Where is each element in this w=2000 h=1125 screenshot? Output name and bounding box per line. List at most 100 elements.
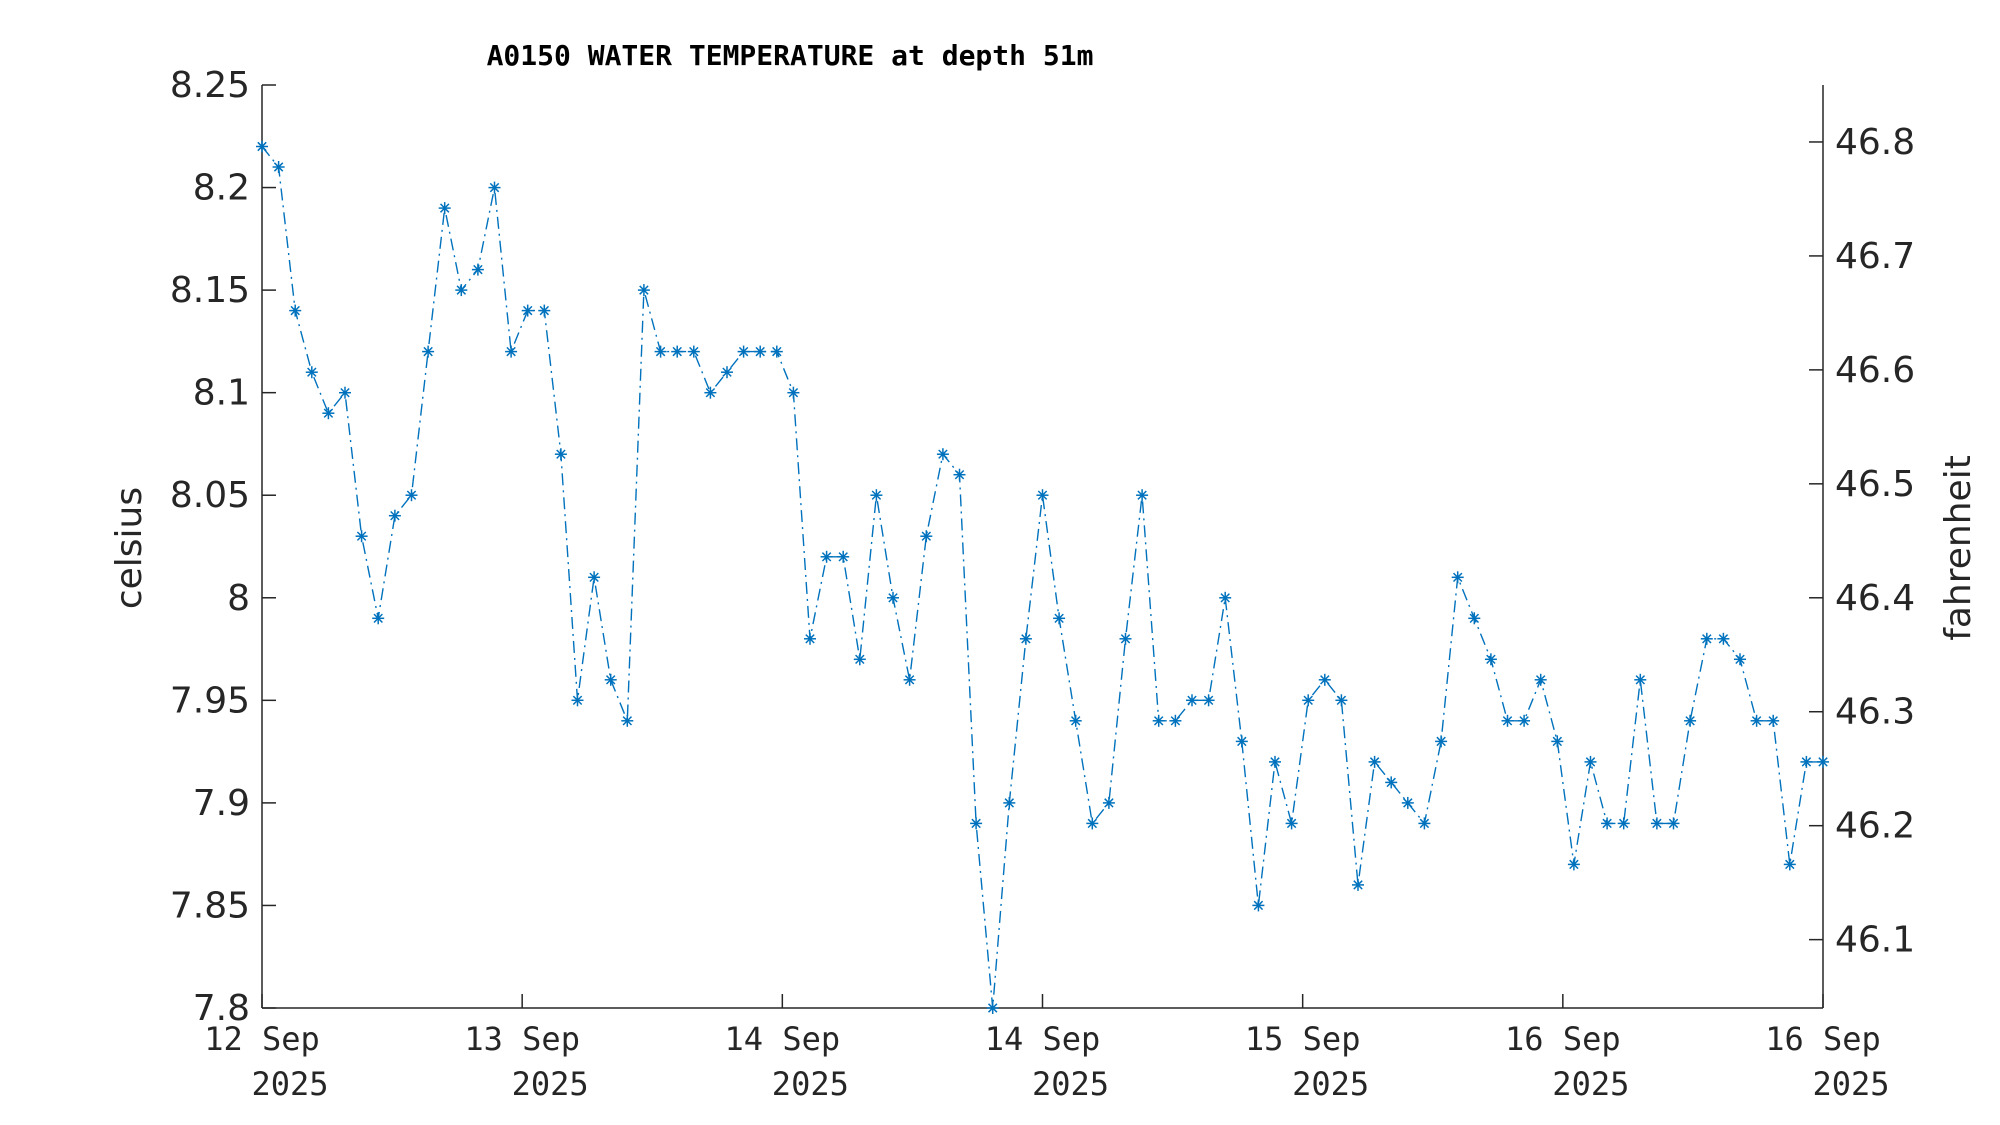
data-point bbox=[1667, 817, 1680, 830]
data-point bbox=[1634, 673, 1647, 686]
data-point bbox=[687, 345, 700, 358]
data-point bbox=[588, 571, 601, 584]
data-point bbox=[1401, 796, 1414, 809]
data-point bbox=[837, 550, 850, 563]
data-point bbox=[471, 263, 484, 276]
y-tick-label-left: 8 bbox=[227, 578, 250, 619]
data-point bbox=[1352, 878, 1364, 891]
y-tick-label-right: 46.3 bbox=[1835, 692, 1915, 733]
data-point bbox=[1783, 858, 1796, 871]
data-point bbox=[1418, 817, 1431, 830]
data-point bbox=[438, 202, 451, 215]
data-point bbox=[1202, 694, 1215, 707]
data-point bbox=[1684, 714, 1697, 727]
data-point bbox=[1119, 632, 1132, 645]
x-tick-label-day: 15 Sep bbox=[1245, 1020, 1361, 1058]
y-tick-label-left: 8.05 bbox=[170, 475, 250, 516]
x-tick-label-day: 14 Sep bbox=[985, 1020, 1101, 1058]
data-point bbox=[1501, 714, 1514, 727]
y-tick-label-left: 8.25 bbox=[170, 65, 250, 106]
data-point bbox=[671, 345, 684, 358]
data-point bbox=[1700, 632, 1713, 645]
data-point bbox=[1152, 714, 1165, 727]
data-point bbox=[903, 673, 916, 686]
data-point bbox=[1551, 735, 1564, 748]
data-point bbox=[388, 509, 401, 522]
data-point bbox=[1484, 653, 1497, 666]
data-point bbox=[1601, 817, 1614, 830]
data-point bbox=[1169, 714, 1182, 727]
data-point bbox=[986, 1002, 999, 1014]
data-point bbox=[538, 304, 551, 317]
x-tick-label-year: 2025 bbox=[512, 1065, 589, 1103]
data-point bbox=[422, 345, 435, 358]
data-point bbox=[1102, 796, 1115, 809]
data-point bbox=[754, 345, 767, 358]
data-point bbox=[1385, 776, 1398, 789]
x-tick-label-day: 16 Sep bbox=[1505, 1020, 1621, 1058]
data-point bbox=[405, 489, 418, 502]
series-temperature bbox=[256, 140, 1829, 1014]
x-tick-label-year: 2025 bbox=[772, 1065, 849, 1103]
data-point bbox=[1817, 755, 1829, 768]
data-point bbox=[737, 345, 750, 358]
y-tick-label-left: 8.15 bbox=[170, 270, 250, 311]
data-point bbox=[1717, 632, 1730, 645]
data-point bbox=[455, 284, 468, 297]
data-point bbox=[1800, 755, 1813, 768]
x-tick-label-year: 2025 bbox=[1552, 1065, 1629, 1103]
data-point bbox=[488, 181, 501, 194]
data-point bbox=[936, 448, 949, 461]
y-axis-label-right: fahrenheit bbox=[1938, 455, 1979, 641]
x-tick-label-year: 2025 bbox=[1292, 1065, 1369, 1103]
data-point bbox=[704, 386, 717, 399]
data-point bbox=[654, 345, 667, 358]
data-point bbox=[637, 284, 650, 297]
data-point bbox=[1435, 735, 1448, 748]
data-point bbox=[1069, 714, 1082, 727]
x-tick-label-day: 13 Sep bbox=[464, 1020, 580, 1058]
data-point bbox=[305, 366, 318, 379]
y-tick-label-right: 46.5 bbox=[1835, 464, 1915, 505]
data-point bbox=[820, 550, 833, 563]
data-point bbox=[1136, 489, 1149, 502]
data-point bbox=[721, 366, 733, 379]
data-point bbox=[1335, 694, 1348, 707]
data-point bbox=[787, 386, 800, 399]
x-tick-label-day: 12 Sep bbox=[204, 1020, 320, 1058]
y-tick-label-left: 7.8 bbox=[193, 988, 250, 1029]
data-point bbox=[1567, 858, 1580, 871]
data-point bbox=[1219, 591, 1232, 604]
y-tick-label-right: 46.7 bbox=[1835, 236, 1915, 277]
y-tick-label-left: 8.2 bbox=[193, 168, 250, 209]
data-point bbox=[1518, 714, 1531, 727]
series-line bbox=[261, 146, 1823, 1009]
data-point bbox=[1584, 755, 1597, 768]
data-point bbox=[1318, 673, 1331, 686]
data-point bbox=[322, 407, 335, 420]
y-tick-label-left: 8.1 bbox=[193, 373, 250, 414]
x-tick-label-year: 2025 bbox=[1812, 1065, 1889, 1103]
y-tick-label-left: 7.9 bbox=[193, 783, 250, 824]
data-point bbox=[339, 386, 351, 399]
data-point bbox=[1186, 694, 1198, 707]
y-tick-label-right: 46.4 bbox=[1835, 578, 1915, 619]
y-tick-label-right: 46.8 bbox=[1835, 122, 1915, 163]
data-point bbox=[870, 489, 883, 502]
data-point bbox=[1269, 755, 1281, 768]
data-point bbox=[1036, 489, 1049, 502]
data-point bbox=[853, 653, 866, 666]
data-point bbox=[1468, 612, 1481, 625]
data-point bbox=[355, 530, 368, 543]
chart-title: A0150 WATER TEMPERATURE at depth 51m bbox=[487, 39, 1094, 72]
data-point bbox=[1003, 796, 1016, 809]
x-tick-label-day: 16 Sep bbox=[1765, 1020, 1881, 1058]
data-point bbox=[1252, 899, 1265, 912]
y-tick-label-right: 46.6 bbox=[1835, 350, 1915, 391]
x-tick-label-day: 14 Sep bbox=[725, 1020, 841, 1058]
data-point bbox=[554, 448, 567, 461]
data-point bbox=[372, 612, 385, 625]
data-point bbox=[970, 817, 983, 830]
data-point bbox=[1750, 714, 1763, 727]
x-tick-label-year: 2025 bbox=[1032, 1065, 1109, 1103]
